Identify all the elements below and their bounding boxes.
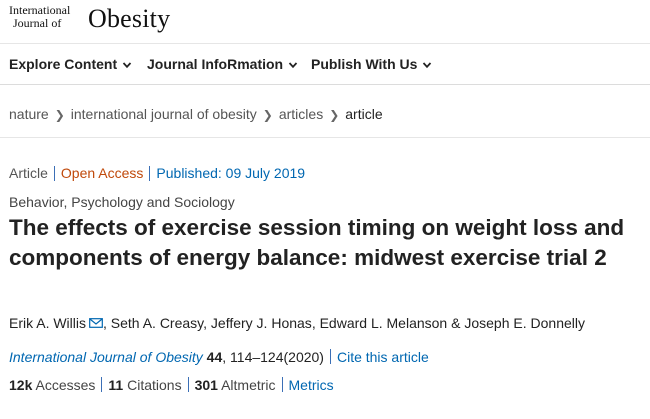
logo-line-1: International	[9, 3, 71, 17]
chevron-down-icon	[288, 62, 298, 69]
author-link[interactable]: Erik A. Willis	[9, 315, 86, 331]
volume-number: 44	[206, 349, 223, 365]
pages-year: , 114–124(2020)	[222, 349, 324, 365]
metrics-bar: 12k Accesses 11 Citations 301 Altmetric Met…	[9, 377, 334, 393]
citations-label: Citations	[127, 377, 182, 393]
metrics-link[interactable]: Metrics	[288, 377, 334, 393]
journal-name-link[interactable]: International Journal of Obesity	[9, 349, 203, 365]
top-navigation: Explore Content Journal InfoRmation Publ…	[0, 43, 650, 85]
separator	[281, 377, 283, 392]
separator	[187, 377, 189, 392]
logo-small-text: International Journal of	[9, 4, 70, 30]
divider	[0, 137, 650, 138]
article-type: Article	[9, 165, 48, 181]
breadcrumb: nature ❯ international journal of obesity ❯…	[9, 106, 383, 122]
accesses-label: Accesses	[35, 377, 96, 393]
chevron-down-icon	[423, 62, 432, 69]
breadcrumb-journal[interactable]: international journal of obesity	[70, 106, 257, 122]
chevron-right-icon: ❯	[54, 108, 65, 122]
author-list: Erik A. Willis, Seth A. Creasy, Jeffery …	[9, 315, 585, 331]
nav-label: Explore Content	[9, 56, 118, 72]
breadcrumb-current: article	[345, 106, 383, 122]
author-separator: ,	[103, 315, 107, 331]
breadcrumb-articles[interactable]: articles	[278, 106, 324, 122]
accesses-count: 12k	[9, 377, 33, 393]
author-separator: &	[451, 315, 461, 331]
altmetric-count: 301	[194, 377, 218, 393]
altmetric-label: Altmetric	[221, 377, 276, 393]
author-separator: ,	[311, 315, 316, 331]
author-link[interactable]: Seth A. Creasy	[110, 315, 204, 331]
article-subject[interactable]: Behavior, Psychology and Sociology	[9, 194, 235, 210]
chevron-right-icon: ❯	[262, 108, 273, 122]
article-title: The effects of exercise session timing o…	[9, 215, 625, 270]
logo-big-text: Obesity	[88, 4, 171, 33]
logo-line-2: Journal of	[13, 16, 62, 30]
chevron-down-icon	[122, 62, 132, 69]
nav-label: Publish With Us	[311, 56, 418, 72]
nav-journal-information[interactable]: Journal InfoRmation	[147, 56, 298, 72]
nav-label: Journal InfoRmation	[147, 56, 284, 72]
author-link[interactable]: Edward L. Melanson	[319, 315, 448, 331]
cite-this-article-link[interactable]: Cite this article	[336, 349, 429, 365]
author-link[interactable]: Jeffery J. Honas	[210, 315, 312, 331]
article-meta: Article Open Access Published: 09 July 201…	[9, 165, 311, 181]
author-link[interactable]: Joseph E. Donnelly	[464, 315, 585, 331]
separator	[329, 349, 331, 364]
citations-count: 11	[108, 377, 124, 393]
published-date: Published: 09 July 2019	[149, 166, 311, 181]
nav-explore-content[interactable]: Explore Content	[9, 56, 132, 72]
breadcrumb-nature[interactable]: nature	[9, 106, 49, 122]
mail-icon[interactable]	[89, 318, 103, 328]
citation-line: International Journal of Obesity 44, 114…	[9, 349, 429, 365]
open-access-badge[interactable]: Open Access	[53, 166, 150, 181]
nav-publish-with-us[interactable]: Publish With Us	[311, 56, 432, 72]
author-separator: ,	[203, 315, 208, 331]
separator	[101, 377, 103, 392]
chevron-right-icon: ❯	[329, 108, 340, 122]
